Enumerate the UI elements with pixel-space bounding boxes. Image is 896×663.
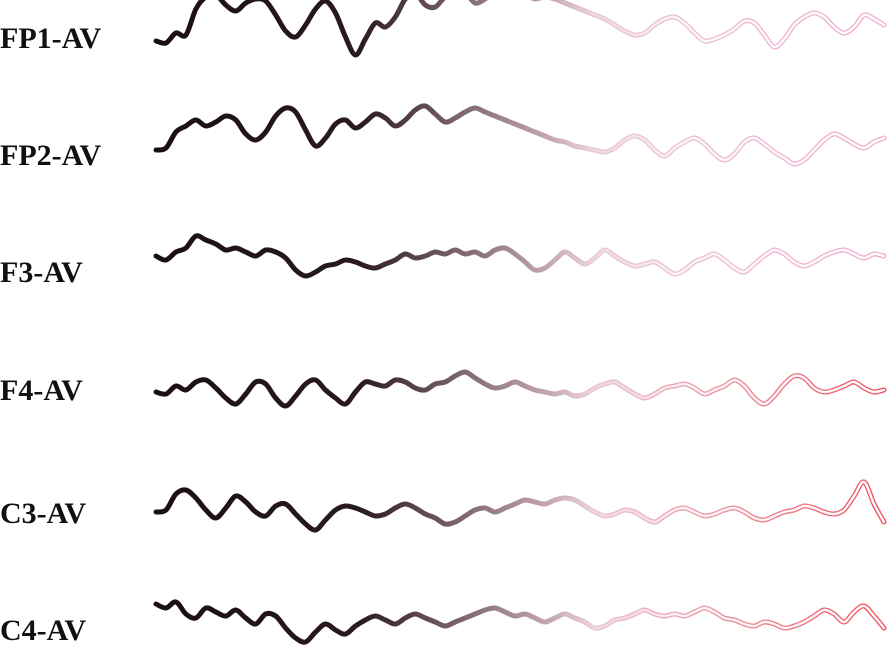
trace-line-inner [154, 234, 886, 278]
trace-line-inner [154, 104, 886, 166]
trace-line [153, 233, 887, 279]
channel-f4-av: F4-AV [0, 369, 887, 409]
channel-label: C3-AV [0, 497, 86, 530]
channel-c3-av: C3-AV [0, 479, 887, 533]
channel-fp1-av: FP1-AV [0, 0, 887, 58]
channel-label: C4-AV [0, 614, 86, 647]
channel-label: F3-AV [0, 256, 83, 289]
trace-line-inner [154, 0, 886, 57]
trace-line [153, 479, 887, 533]
trace-line [153, 599, 887, 645]
trace-line [153, 369, 887, 409]
trace-line-inner [154, 600, 886, 644]
trace-line-inner [154, 480, 886, 532]
channel-c4-av: C4-AV [0, 599, 887, 647]
channel-label: F4-AV [0, 374, 83, 407]
trace-line-inner [154, 370, 886, 408]
trace-line [153, 103, 887, 167]
channel-label: FP2-AV [0, 139, 101, 172]
channel-label: FP1-AV [0, 22, 101, 55]
channel-fp2-av: FP2-AV [0, 103, 887, 172]
channel-f3-av: F3-AV [0, 233, 887, 289]
